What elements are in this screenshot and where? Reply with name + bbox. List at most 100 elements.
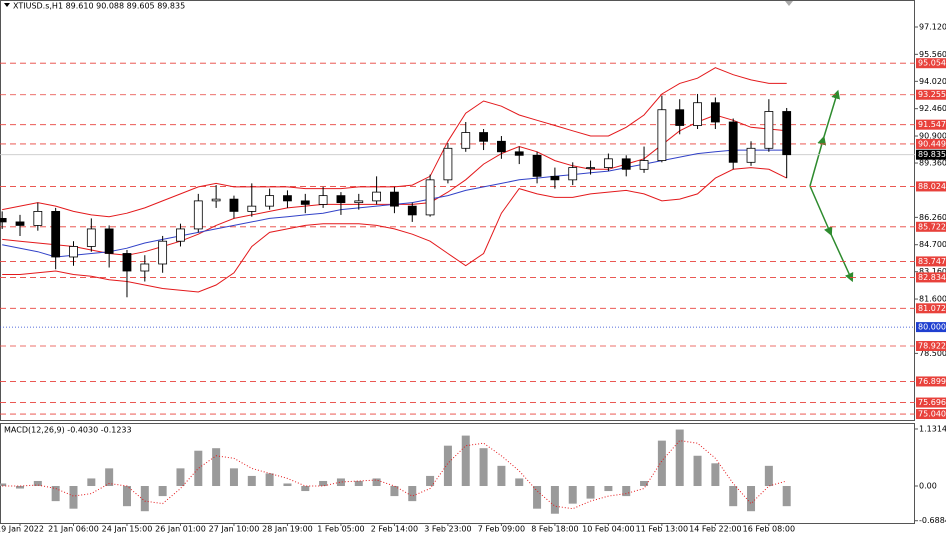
macd-bar: [747, 486, 756, 512]
macd-bar: [515, 478, 524, 487]
candle-body: [69, 246, 78, 258]
level-label: 80.000: [918, 323, 946, 332]
menu-arrow: [4, 3, 10, 7]
macd-bar: [158, 486, 167, 497]
level-label-box: [916, 119, 946, 130]
level-label-box: [916, 322, 946, 333]
macd-bar: [443, 445, 452, 487]
candle-body: [104, 228, 114, 254]
y-tick-label: 83.160: [919, 267, 946, 276]
macd-bar: [461, 435, 470, 487]
y-tick-label: 95.560: [919, 50, 946, 59]
candle-body: [122, 253, 132, 272]
x-tick-label: 16 Feb 08:00: [743, 525, 795, 534]
level-label-box: [916, 376, 946, 387]
candle-body: [746, 147, 756, 163]
macd-bar: [604, 486, 613, 492]
level-label: 75.040: [918, 410, 946, 419]
macd-bar: [657, 440, 666, 487]
candle-body: [568, 167, 578, 181]
macd-bar: [622, 486, 631, 497]
candle-body: [283, 195, 292, 202]
y-tick-label: 97.120: [919, 22, 946, 31]
candle-body: [247, 205, 257, 212]
macd-bar: [693, 455, 702, 487]
last-price-box: [916, 149, 946, 160]
level-label-box: [916, 256, 946, 267]
macd-bar: [568, 486, 577, 504]
x-tick-label: 8 Feb 18:00: [531, 525, 578, 534]
candle-body: [514, 151, 524, 156]
candle-body: [675, 109, 685, 126]
level-label: 85.722: [918, 222, 946, 231]
macd-bar: [336, 478, 345, 487]
macd-bar: [69, 486, 78, 509]
arrow-up: [809, 89, 840, 187]
macd-bar: [212, 448, 221, 487]
macd-bar: [140, 486, 149, 512]
candle-body: [782, 111, 792, 156]
candle-body: [425, 179, 435, 216]
main-panel: [0, 0, 915, 421]
candle-body: [140, 263, 150, 272]
signal-line: [2, 440, 787, 510]
macd-bar: [408, 486, 417, 502]
candle-body: [390, 191, 399, 207]
level-label: 81.072: [918, 304, 946, 313]
y-tick-label: 1.1314: [919, 424, 946, 433]
macd-bar: [229, 468, 238, 487]
y-tick-label: 81.600: [919, 295, 946, 304]
macd-bar: [497, 465, 506, 487]
y-tick-label: 86.260: [919, 213, 946, 222]
y-tick-label: 78.500: [919, 349, 946, 358]
level-label: 90.449: [918, 139, 946, 148]
x-tick-label: 3 Feb 23:00: [424, 525, 471, 534]
candle-body: [354, 200, 364, 204]
macd-bar: [319, 480, 328, 487]
level-label-box: [916, 181, 946, 192]
x-tick-label: 26 Jan 01:00: [155, 525, 206, 534]
candle-body: [693, 102, 702, 126]
macd-bar: [176, 468, 185, 487]
level-label: 78.922: [918, 341, 946, 350]
level-label: 83.747: [918, 257, 946, 266]
x-tick-label: 14 Feb 22:00: [689, 525, 741, 534]
chart-title: XTIUSD.s,H1 89.610 90.088 89.605 89.835: [13, 2, 185, 11]
level-label-box: [916, 409, 946, 420]
macd-bar: [426, 475, 435, 487]
candle-body: [318, 195, 328, 205]
level-label-box: [916, 340, 946, 351]
macd-bar: [265, 473, 274, 487]
macd-bar: [122, 486, 131, 507]
candle-body: [229, 198, 239, 212]
y-tick-label: 92.460: [919, 104, 946, 113]
x-tick-label: 7 Feb 09:00: [478, 525, 525, 534]
macd-bar: [354, 480, 363, 487]
macd-bar: [711, 463, 720, 487]
candle-body: [657, 109, 667, 161]
macd-bar: [675, 429, 684, 487]
x-tick-label: 19 Jan 2022: [0, 525, 44, 534]
shift-marker: [785, 1, 793, 6]
macd-bar: [105, 468, 114, 487]
x-tick-label: 2 Feb 14:00: [371, 525, 418, 534]
candle-body: [621, 158, 631, 170]
candle-body: [407, 205, 417, 216]
macd-bar: [16, 486, 24, 489]
macd-bar: [782, 486, 791, 507]
y-tick-label: 89.360: [919, 159, 946, 168]
candle-body: [0, 218, 7, 223]
x-tick-label: 1 Feb 05:00: [317, 525, 364, 534]
macd-bar: [640, 480, 649, 487]
level-label: 75.696: [918, 398, 946, 407]
macd-bar: [550, 486, 559, 514]
macd-bar: [33, 480, 42, 487]
macd-bar: [729, 486, 738, 507]
candle-body: [336, 195, 346, 204]
x-tick-label: 24 Jan 15:00: [102, 525, 153, 534]
candle-body: [158, 240, 168, 265]
level-label: 95.054: [918, 59, 946, 68]
candle-body: [497, 140, 506, 153]
